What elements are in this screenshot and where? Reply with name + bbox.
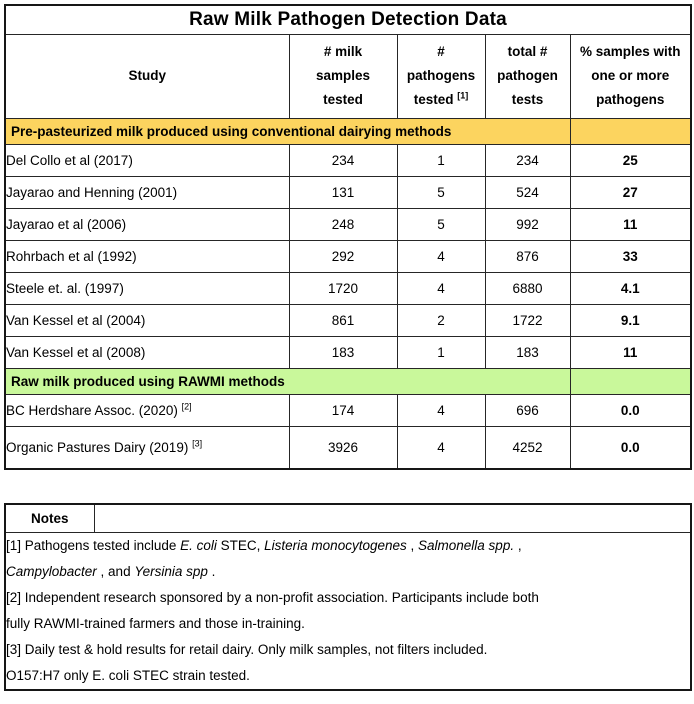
pct-cell: 0.0 — [569, 425, 692, 470]
column-header-row: Study # milk samples tested # pathogens … — [4, 33, 692, 119]
tests-cell: 183 — [484, 335, 571, 369]
pathogen-detection-table: Raw Milk Pathogen Detection Data Study #… — [4, 4, 692, 470]
study-cell: BC Herdshare Assoc. (2020) [2] — [4, 393, 290, 427]
pathogens-cell: 4 — [396, 393, 486, 427]
study-cell: Jayarao and Henning (2001) — [4, 175, 290, 209]
pathogens-cell: 5 — [396, 175, 486, 209]
pathogens-cell: 4 — [396, 271, 486, 305]
pathogens-cell: 4 — [396, 239, 486, 273]
note-line: O157:H7 only E. coli STEC strain tested. — [6, 667, 250, 683]
notes-header: Notes — [4, 503, 95, 533]
tests-cell: 876 — [484, 239, 571, 273]
pct-cell: 33 — [569, 239, 692, 273]
study-cell: Rohrbach et al (1992) — [4, 239, 290, 273]
samples-cell: 3926 — [288, 425, 398, 470]
tests-cell: 992 — [484, 207, 571, 241]
section-header-conventional: Pre-pasteurized milk produced using conv… — [4, 117, 571, 145]
pct-cell: 11 — [569, 207, 692, 241]
samples-cell: 248 — [288, 207, 398, 241]
pct-cell: 11 — [569, 335, 692, 369]
notes-table: Notes [1] Pathogens tested include E. co… — [4, 503, 692, 691]
pct-cell: 9.1 — [569, 303, 692, 337]
pct-cell: 4.1 — [569, 271, 692, 305]
table-title: Raw Milk Pathogen Detection Data — [4, 4, 692, 35]
samples-cell: 861 — [288, 303, 398, 337]
section-header-rawmi-spacer — [569, 367, 692, 395]
col-header-total-tests: total # pathogen tests — [484, 33, 571, 119]
note-line: [1] Pathogens tested include E. coli STE… — [6, 537, 522, 553]
study-cell: Organic Pastures Dairy (2019) [3] — [4, 425, 290, 470]
pct-cell: 27 — [569, 175, 692, 209]
pct-cell: 0.0 — [569, 393, 692, 427]
pathogens-cell: 1 — [396, 335, 486, 369]
samples-cell: 131 — [288, 175, 398, 209]
table-row: BC Herdshare Assoc. (2020) [2] 174 4 696… — [4, 393, 692, 427]
samples-cell: 174 — [288, 393, 398, 427]
section-row-conventional: Pre-pasteurized milk produced using conv… — [4, 117, 692, 145]
notes-body: [1] Pathogens tested include E. coli STE… — [4, 531, 692, 690]
tests-cell: 1722 — [484, 303, 571, 337]
table-row: Rohrbach et al (1992) 292 4 876 33 — [4, 239, 692, 273]
tests-cell: 524 — [484, 175, 571, 209]
pathogens-cell: 2 — [396, 303, 486, 337]
pathogens-cell: 1 — [396, 143, 486, 177]
title-row: Raw Milk Pathogen Detection Data — [4, 4, 692, 35]
note-line: [2] Independent research sponsored by a … — [6, 589, 539, 605]
note-line: fully RAWMI-trained farmers and those in… — [6, 615, 305, 631]
table-row: Jayarao and Henning (2001) 131 5 524 27 — [4, 175, 692, 209]
study-cell: Steele et. al. (1997) — [4, 271, 290, 305]
col-header-pct-samples: % samples with one or more pathogens — [569, 33, 692, 119]
study-cell: Van Kessel et al (2008) — [4, 335, 290, 369]
col-header-pathogens-tested: # pathogens tested [1] — [396, 33, 486, 119]
samples-cell: 183 — [288, 335, 398, 369]
tests-cell: 6880 — [484, 271, 571, 305]
tests-cell: 4252 — [484, 425, 571, 470]
note-line: Campylobacter , and Yersinia spp . — [6, 563, 216, 579]
col-header-study: Study — [4, 33, 290, 119]
pct-cell: 25 — [569, 143, 692, 177]
study-cell: Del Collo et al (2017) — [4, 143, 290, 177]
table-row: Steele et. al. (1997) 1720 4 6880 4.1 — [4, 271, 692, 305]
study-cell: Jayarao et al (2006) — [4, 207, 290, 241]
notes-header-spacer — [93, 503, 692, 533]
notes-body-row: [1] Pathogens tested include E. coli STE… — [4, 531, 692, 690]
samples-cell: 292 — [288, 239, 398, 273]
section-row-rawmi: Raw milk produced using RAWMI methods — [4, 367, 692, 395]
samples-cell: 234 — [288, 143, 398, 177]
study-cell: Van Kessel et al (2004) — [4, 303, 290, 337]
table-row: Van Kessel et al (2004) 861 2 1722 9.1 — [4, 303, 692, 337]
samples-cell: 1720 — [288, 271, 398, 305]
section-header-conventional-spacer — [569, 117, 692, 145]
tests-cell: 696 — [484, 393, 571, 427]
table-row: Jayarao et al (2006) 248 5 992 11 — [4, 207, 692, 241]
note-line: [3] Daily test & hold results for retail… — [6, 641, 488, 657]
col-header-milk-samples: # milk samples tested — [288, 33, 398, 119]
table-row: Del Collo et al (2017) 234 1 234 25 — [4, 143, 692, 177]
tests-cell: 234 — [484, 143, 571, 177]
pathogens-cell: 5 — [396, 207, 486, 241]
table-row: Van Kessel et al (2008) 183 1 183 11 — [4, 335, 692, 369]
section-header-rawmi: Raw milk produced using RAWMI methods — [4, 367, 571, 395]
table-row: Organic Pastures Dairy (2019) [3] 3926 4… — [4, 425, 692, 470]
notes-header-row: Notes — [4, 503, 692, 533]
pathogens-cell: 4 — [396, 425, 486, 470]
